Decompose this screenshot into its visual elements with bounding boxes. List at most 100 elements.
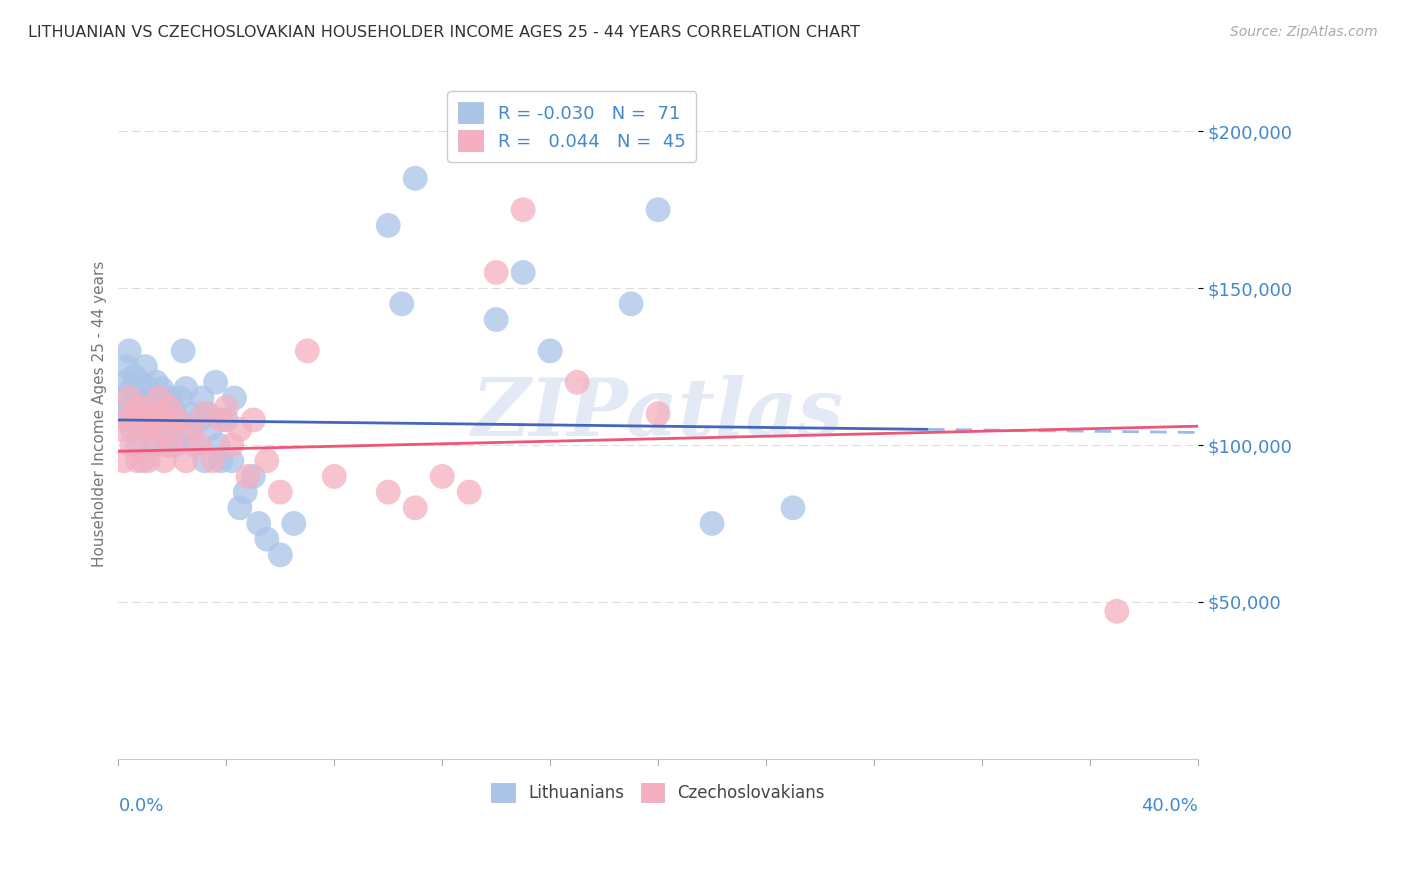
- Point: [139, 422, 162, 436]
- Point: [404, 500, 426, 515]
- Point: [112, 376, 135, 390]
- Point: [565, 376, 588, 390]
- Point: [153, 401, 176, 415]
- Text: 40.0%: 40.0%: [1140, 797, 1198, 814]
- Point: [162, 422, 184, 436]
- Point: [139, 391, 162, 405]
- Point: [129, 401, 152, 415]
- Point: [432, 469, 454, 483]
- Point: [124, 407, 146, 421]
- Point: [269, 548, 291, 562]
- Point: [209, 413, 232, 427]
- Point: [174, 382, 197, 396]
- Point: [150, 382, 173, 396]
- Point: [197, 407, 219, 421]
- Text: Source: ZipAtlas.com: Source: ZipAtlas.com: [1230, 25, 1378, 39]
- Point: [269, 485, 291, 500]
- Point: [207, 438, 229, 452]
- Point: [485, 265, 508, 279]
- Point: [148, 413, 170, 427]
- Point: [647, 202, 669, 217]
- Point: [142, 407, 165, 421]
- Point: [166, 413, 188, 427]
- Point: [201, 453, 224, 467]
- Point: [782, 500, 804, 515]
- Point: [124, 407, 146, 421]
- Point: [404, 171, 426, 186]
- Point: [700, 516, 723, 531]
- Point: [148, 391, 170, 405]
- Point: [148, 391, 170, 405]
- Point: [134, 401, 156, 415]
- Point: [132, 422, 155, 436]
- Point: [204, 376, 226, 390]
- Point: [297, 343, 319, 358]
- Point: [538, 343, 561, 358]
- Point: [115, 413, 138, 427]
- Point: [142, 438, 165, 452]
- Point: [165, 438, 187, 452]
- Point: [391, 297, 413, 311]
- Point: [512, 265, 534, 279]
- Point: [512, 202, 534, 217]
- Point: [118, 401, 141, 415]
- Point: [215, 413, 238, 427]
- Point: [162, 401, 184, 415]
- Point: [191, 391, 214, 405]
- Point: [115, 359, 138, 374]
- Point: [215, 401, 238, 415]
- Point: [118, 343, 141, 358]
- Point: [139, 422, 162, 436]
- Point: [177, 422, 200, 436]
- Point: [221, 438, 243, 452]
- Point: [127, 453, 149, 467]
- Point: [150, 413, 173, 427]
- Point: [233, 485, 256, 500]
- Point: [115, 413, 138, 427]
- Point: [209, 453, 232, 467]
- Point: [221, 453, 243, 467]
- Point: [132, 422, 155, 436]
- Point: [242, 469, 264, 483]
- Point: [242, 413, 264, 427]
- Point: [132, 453, 155, 467]
- Point: [145, 438, 167, 452]
- Point: [145, 376, 167, 390]
- Point: [620, 297, 643, 311]
- Point: [377, 485, 399, 500]
- Text: LITHUANIAN VS CZECHOSLOVAKIAN HOUSEHOLDER INCOME AGES 25 - 44 YEARS CORRELATION : LITHUANIAN VS CZECHOSLOVAKIAN HOUSEHOLDE…: [28, 25, 860, 40]
- Text: ZIPatlas: ZIPatlas: [472, 375, 844, 452]
- Point: [194, 407, 217, 421]
- Point: [127, 438, 149, 452]
- Point: [121, 438, 143, 452]
- Point: [247, 516, 270, 531]
- Point: [142, 407, 165, 421]
- Point: [1105, 604, 1128, 618]
- Legend: Lithuanians, Czechoslovakians: Lithuanians, Czechoslovakians: [485, 777, 831, 809]
- Point: [188, 413, 211, 427]
- Point: [169, 391, 191, 405]
- Point: [166, 413, 188, 427]
- Point: [129, 413, 152, 427]
- Point: [118, 391, 141, 405]
- Point: [229, 500, 252, 515]
- Point: [198, 422, 221, 436]
- Point: [162, 438, 184, 452]
- Point: [229, 422, 252, 436]
- Point: [188, 438, 211, 452]
- Point: [377, 219, 399, 233]
- Point: [172, 343, 194, 358]
- Point: [159, 391, 181, 405]
- Point: [110, 422, 132, 436]
- Point: [136, 453, 159, 467]
- Point: [647, 407, 669, 421]
- Text: 0.0%: 0.0%: [118, 797, 165, 814]
- Point: [124, 369, 146, 384]
- Point: [256, 453, 278, 467]
- Y-axis label: Householder Income Ages 25 - 44 years: Householder Income Ages 25 - 44 years: [93, 260, 107, 566]
- Point: [112, 453, 135, 467]
- Point: [159, 401, 181, 415]
- Point: [127, 391, 149, 405]
- Point: [121, 382, 143, 396]
- Point: [180, 407, 202, 421]
